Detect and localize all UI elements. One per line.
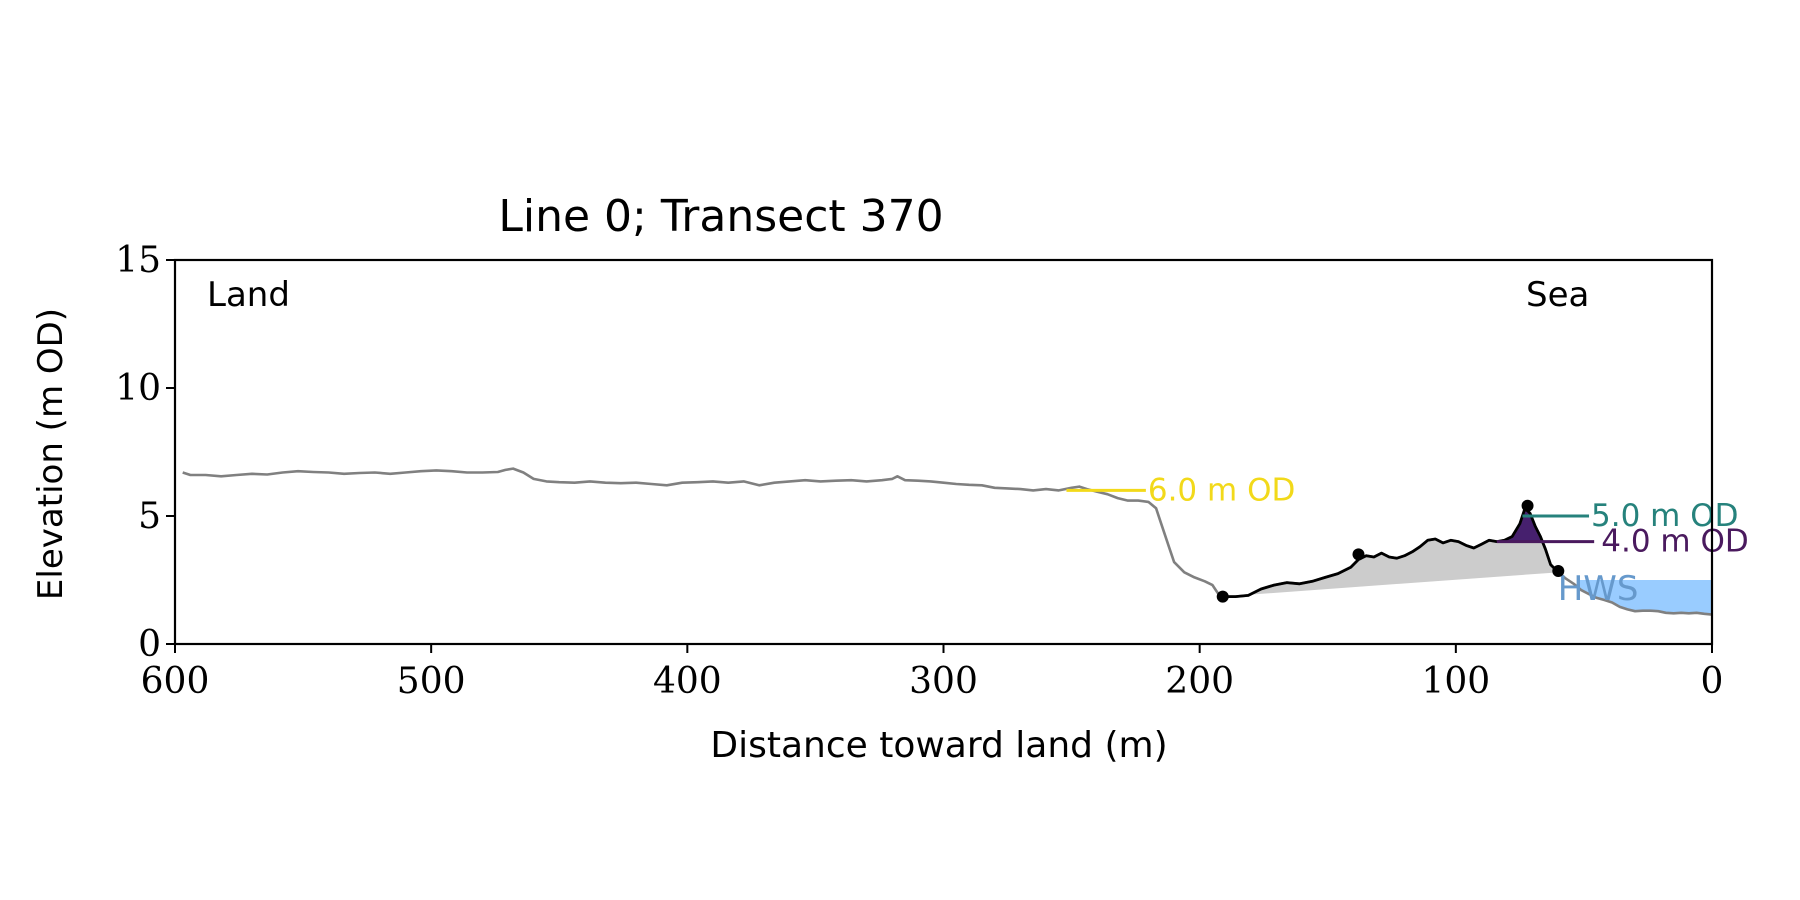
y-tick-label-0: 0 — [138, 624, 161, 665]
threshold-label-0: 6.0 m OD — [1148, 472, 1295, 508]
sea-annotation: Sea — [1526, 275, 1589, 315]
x-tick-label-600: 600 — [141, 661, 210, 702]
hws-label: HWS — [1558, 569, 1639, 609]
profile-marker-1 — [1352, 548, 1365, 561]
x-tick-label-400: 400 — [653, 661, 722, 702]
threshold-label-2: 4.0 m OD — [1601, 524, 1748, 560]
land-annotation: Land — [207, 275, 290, 315]
x-tick-label-300: 300 — [909, 661, 978, 702]
profile-line — [182, 467, 1713, 616]
x-axis-label: Distance toward land (m) — [710, 725, 1167, 766]
chart-title: Line 0; Transect 370 — [498, 191, 943, 242]
axis-ticks: 600 500 400 300 200 100 0 0 5 10 15 — [115, 240, 1723, 702]
y-tick-label-15: 15 — [115, 240, 161, 281]
y-tick-label-10: 10 — [115, 368, 161, 409]
profile-marker-0 — [1216, 590, 1229, 603]
x-tick-label-0: 0 — [1701, 661, 1724, 702]
profile-marker-2 — [1521, 499, 1534, 512]
plot-area: 6.0 m OD 5.0 m OD4.0 m OD HWS — [182, 467, 1749, 616]
x-tick-label-200: 200 — [1165, 661, 1234, 702]
y-tick-label-5: 5 — [138, 496, 161, 537]
axes-frame — [173, 258, 1714, 646]
x-tick-label-500: 500 — [397, 661, 466, 702]
x-tick-label-100: 100 — [1421, 661, 1490, 702]
beach-volume-shade — [1222, 508, 1559, 597]
threshold-label-1: 5.0 m OD — [1591, 498, 1738, 534]
y-axis-label: Elevation (m OD) — [31, 308, 71, 600]
hws-water-fill — [1578, 580, 1712, 615]
profile-marker-3 — [1552, 565, 1565, 578]
